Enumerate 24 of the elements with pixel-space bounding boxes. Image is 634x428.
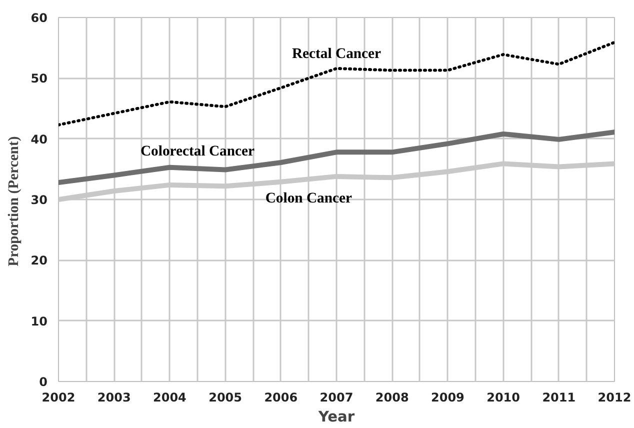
- y-tick-label: 20: [30, 254, 48, 268]
- y-tick-label: 50: [30, 72, 48, 86]
- x-tick-label: 2007: [320, 390, 354, 404]
- y-tick-label: 0: [39, 375, 48, 389]
- x-tick-label: 2003: [97, 390, 131, 404]
- x-tick-label: 2010: [486, 390, 520, 404]
- x-tick-label: 2011: [542, 390, 576, 404]
- x-tick-label: 2008: [375, 390, 409, 404]
- x-tick-label: 2009: [431, 390, 464, 404]
- y-axis-title: Proportion (Percent): [6, 136, 22, 266]
- series-label: Colorectal Cancer: [140, 144, 256, 160]
- series-label: Colon Cancer: [265, 190, 353, 207]
- x-tick-label: 2004: [153, 390, 186, 404]
- x-tick-label: 2006: [264, 390, 298, 404]
- y-tick-label: 60: [30, 11, 48, 25]
- x-tick-label: 2012: [598, 390, 632, 404]
- series-label: Rectal Cancer: [292, 46, 382, 62]
- x-axis-title: Year: [317, 408, 356, 426]
- x-tick-label: 2002: [42, 390, 76, 404]
- y-tick-label: 40: [30, 132, 48, 146]
- line-series: [58, 40, 614, 126]
- y-tick-label: 30: [30, 193, 48, 207]
- y-tick-label: 10: [30, 314, 48, 328]
- x-tick-label: 2005: [208, 390, 242, 404]
